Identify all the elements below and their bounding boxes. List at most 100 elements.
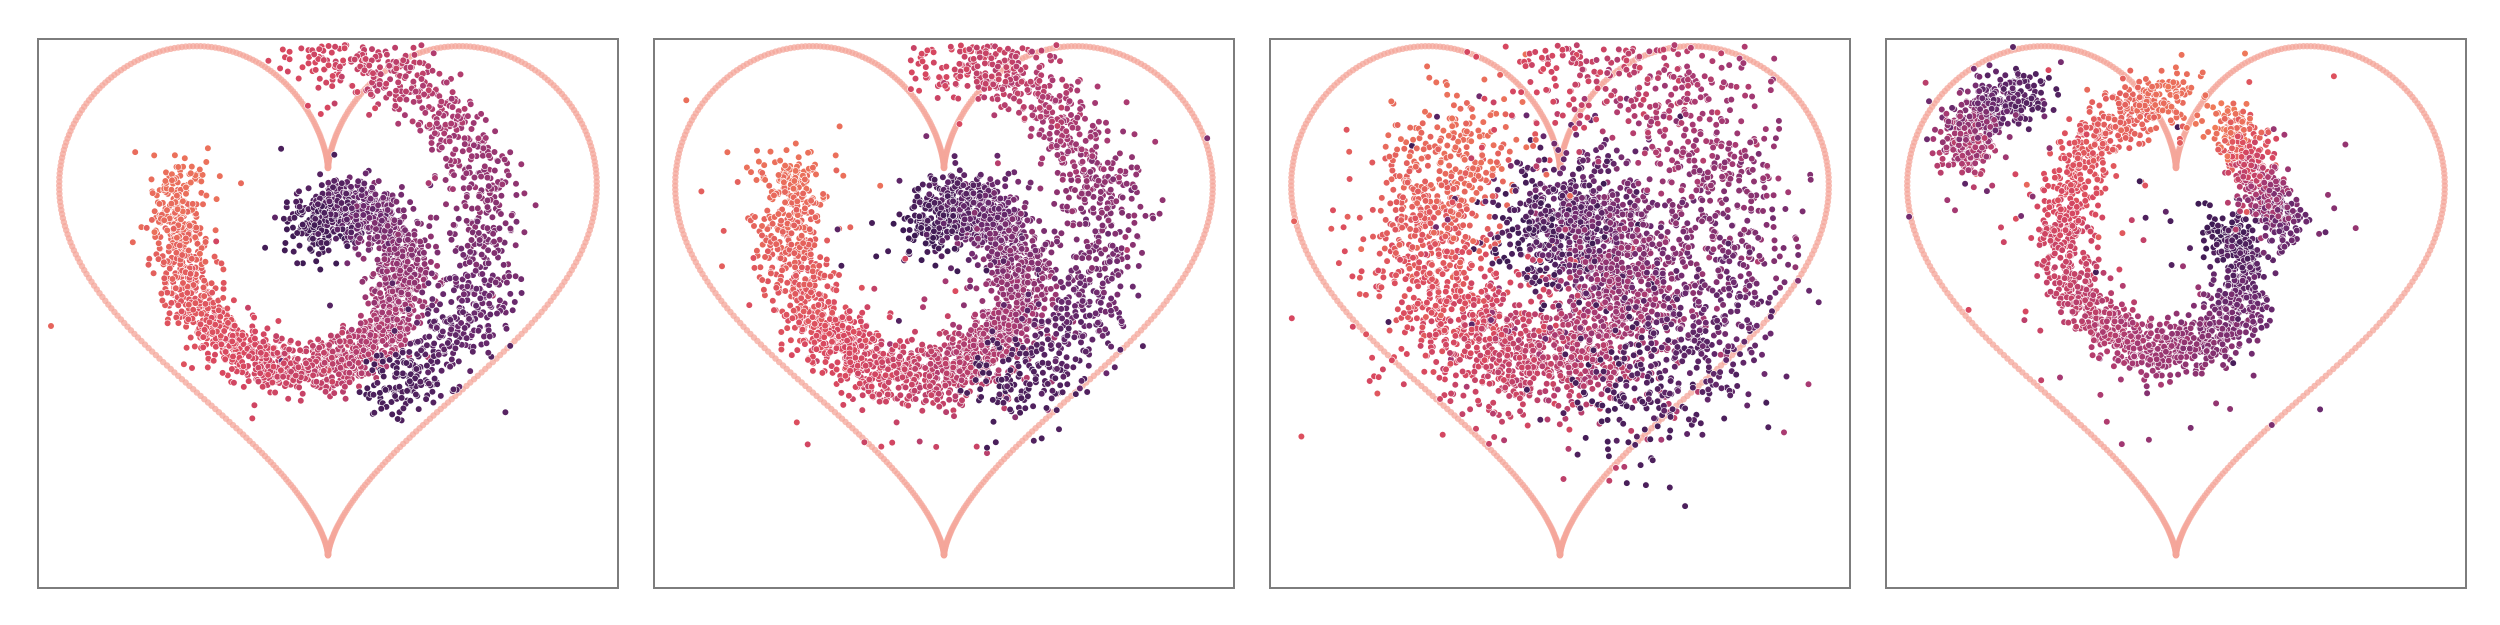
scatter-point bbox=[405, 348, 413, 356]
scatter-point bbox=[336, 63, 344, 71]
scatter-point bbox=[414, 338, 422, 346]
scatter-point bbox=[497, 210, 505, 218]
scatter-point bbox=[366, 331, 374, 339]
scatter-point bbox=[512, 180, 520, 188]
scatter-point bbox=[273, 349, 281, 357]
scatter-point bbox=[202, 158, 210, 166]
scatter-point bbox=[379, 358, 387, 366]
scatter-point bbox=[486, 310, 494, 319]
scatter-point bbox=[451, 145, 460, 154]
scatter-point bbox=[294, 363, 303, 371]
scatter-point bbox=[237, 179, 245, 187]
scatter-point bbox=[312, 257, 320, 265]
scatter-point bbox=[315, 250, 323, 258]
scatter-point bbox=[439, 290, 447, 298]
scatter-point bbox=[463, 282, 472, 290]
scatter-point bbox=[388, 410, 396, 419]
scatter-point bbox=[179, 197, 187, 205]
scatter-point bbox=[734, 178, 742, 186]
scatter-point bbox=[257, 349, 265, 357]
scatter-point bbox=[428, 388, 437, 396]
scatter-point bbox=[492, 278, 500, 286]
scatter-point bbox=[272, 332, 280, 340]
scatter-point bbox=[520, 228, 529, 236]
scatter-point bbox=[371, 104, 379, 112]
scatter-point bbox=[285, 345, 293, 354]
scatter-point bbox=[403, 387, 411, 395]
scatter-point bbox=[486, 332, 494, 341]
scatter-point bbox=[420, 249, 428, 257]
scatter-point bbox=[428, 67, 437, 75]
scatter-point bbox=[399, 56, 407, 64]
scatter-point bbox=[520, 189, 529, 197]
heart-boundary bbox=[56, 43, 600, 559]
scatter-point bbox=[290, 248, 298, 256]
scatter-point bbox=[339, 56, 347, 65]
scatter-point bbox=[384, 206, 392, 214]
scatter-point bbox=[365, 240, 373, 248]
scatter-point bbox=[314, 335, 322, 344]
scatter-point bbox=[477, 172, 485, 181]
scatter-point bbox=[192, 224, 200, 232]
scatter-point bbox=[337, 199, 346, 207]
scatter-point bbox=[328, 378, 336, 386]
scatter-point bbox=[187, 169, 195, 177]
scatter-point bbox=[404, 290, 412, 299]
scatter-point bbox=[177, 215, 185, 223]
scatter-point bbox=[447, 236, 456, 244]
scatter-point bbox=[259, 338, 267, 346]
scatter-point bbox=[330, 389, 338, 397]
scatter-point bbox=[496, 296, 504, 305]
scatter-point bbox=[769, 297, 777, 305]
scatter-point bbox=[368, 184, 376, 192]
scatter-point bbox=[430, 339, 438, 348]
scatter-point bbox=[404, 305, 412, 313]
scatter-point bbox=[404, 325, 412, 333]
scatter-point bbox=[459, 308, 467, 316]
scatter-point bbox=[485, 151, 493, 160]
scatter-point bbox=[452, 274, 460, 282]
scatter-point bbox=[426, 121, 434, 129]
scatter-point bbox=[219, 265, 227, 273]
scatter-point bbox=[932, 443, 940, 451]
scatter-point bbox=[248, 414, 256, 423]
scatter-point bbox=[386, 75, 394, 83]
scatter-point bbox=[343, 259, 351, 267]
scatter-point bbox=[443, 78, 451, 87]
scatter-point bbox=[421, 109, 429, 117]
scatter-point bbox=[758, 231, 766, 239]
scatter-point bbox=[506, 342, 514, 350]
scatter-point bbox=[199, 343, 207, 352]
scatter-point bbox=[433, 119, 441, 127]
scatter-point bbox=[193, 240, 202, 248]
scatter-point bbox=[406, 377, 414, 385]
scatter-point bbox=[204, 363, 212, 372]
scatter-point bbox=[164, 319, 172, 327]
scatter-point bbox=[191, 299, 199, 307]
scatter-point bbox=[250, 401, 258, 409]
scatter-point bbox=[321, 359, 329, 367]
scatter-point bbox=[328, 82, 336, 90]
scatter-point bbox=[204, 144, 212, 152]
scatter-point bbox=[971, 311, 979, 319]
scatter-point bbox=[467, 236, 476, 244]
scatter-point bbox=[348, 204, 356, 212]
scatter-point bbox=[306, 245, 314, 253]
scatter-point bbox=[438, 367, 446, 375]
scatter-point bbox=[295, 383, 303, 392]
scatter-point bbox=[469, 348, 477, 356]
scatter-point bbox=[219, 369, 227, 377]
scatter-point bbox=[158, 296, 166, 305]
scatter-point bbox=[143, 224, 151, 232]
scatter-point bbox=[316, 170, 324, 178]
scatter-point bbox=[470, 119, 478, 127]
scatter-point bbox=[295, 74, 303, 83]
scatter-point bbox=[317, 110, 325, 118]
scatter-point bbox=[428, 301, 436, 310]
scatter-point bbox=[310, 221, 319, 229]
scatter-point bbox=[290, 214, 298, 222]
scatter-point bbox=[294, 355, 302, 363]
scatter-point bbox=[379, 194, 387, 202]
scatter-point bbox=[367, 195, 375, 203]
